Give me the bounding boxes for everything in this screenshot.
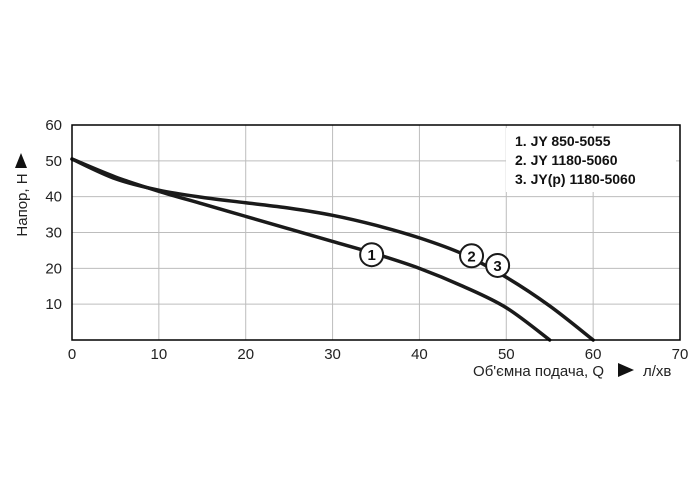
series-line-2 (70, 157, 595, 342)
y-tick-label-4: 50 (45, 153, 62, 170)
series-group (70, 157, 595, 342)
x-tick-label-3: 30 (324, 346, 341, 363)
curve-marker-2: 2 (459, 243, 485, 269)
curve-marker-3: 3 (485, 252, 511, 278)
x-tick-label-6: 60 (585, 346, 602, 363)
y-tick-labels: 10 20 30 40 50 60 (45, 117, 62, 313)
x-tick-label-7: 70 (672, 346, 689, 363)
x-tick-label-4: 40 (411, 346, 428, 363)
legend-item-3: 3. JY(p) 1180-5060 (515, 171, 636, 187)
x-tick-label-1: 10 (151, 346, 168, 363)
y-tick-label-3: 40 (45, 189, 62, 206)
legend-item-1: 1. JY 850-5055 (515, 133, 611, 149)
curve-marker-label-2: 2 (467, 248, 475, 265)
y-axis-arrow-icon (15, 153, 27, 168)
x-axis-arrow-icon (618, 363, 634, 377)
y-tick-label-1: 20 (45, 260, 62, 277)
curve-marker-circle-2 (459, 243, 485, 269)
y-tick-label-5: 60 (45, 117, 62, 134)
curve-marker-label-1: 1 (367, 247, 375, 264)
curve-marker-1: 1 (359, 242, 385, 268)
x-axis-unit: л/хв (643, 363, 671, 380)
curve-marker-circle-1 (359, 242, 385, 268)
y-tick-label-0: 10 (45, 296, 62, 313)
legend-item-2: 2. JY 1180-5060 (515, 152, 618, 168)
plot-frame (71, 124, 681, 341)
x-tick-label-5: 50 (498, 346, 515, 363)
y-tick-label-2: 30 (45, 225, 62, 242)
curve-markers: 1 2 3 (359, 242, 511, 278)
x-tick-label-2: 20 (237, 346, 254, 363)
curve-marker-label-3: 3 (493, 258, 501, 275)
x-axis-title: Об'ємна подача, Q (473, 363, 604, 380)
x-tick-label-0: 0 (68, 346, 76, 363)
curve-marker-circle-3 (485, 252, 511, 278)
legend-box (506, 128, 676, 192)
y-axis-title: Напор, Н (14, 173, 31, 236)
x-tick-labels: 0 10 20 30 40 50 60 70 (68, 346, 689, 363)
